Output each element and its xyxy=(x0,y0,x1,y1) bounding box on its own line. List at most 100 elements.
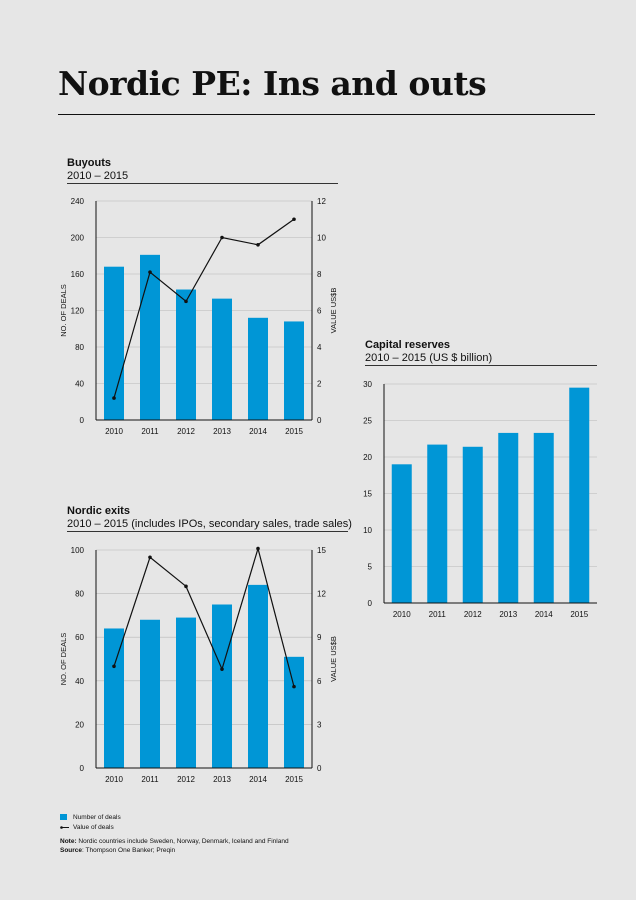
buyouts-value-line xyxy=(113,218,295,399)
legend-bar-swatch xyxy=(60,814,67,820)
reserves-bar xyxy=(498,432,519,603)
legend-value-label: Value of deals xyxy=(73,823,114,831)
exits-xtick-label: 2010 xyxy=(105,775,123,784)
buyouts-y2tick-label: 10 xyxy=(317,234,326,243)
reserves-ytick-label: 30 xyxy=(363,380,372,389)
exits-bar xyxy=(284,656,304,768)
buyouts-y2tick-label: 6 xyxy=(317,307,322,316)
reserves-xtick-label: 2015 xyxy=(570,610,588,619)
exits-value-point xyxy=(292,684,296,689)
title-divider xyxy=(58,114,595,115)
buyouts-xtick-label: 2010 xyxy=(105,427,123,436)
buyouts-ytick-label: 160 xyxy=(71,270,85,279)
buyouts-ytick-label: 200 xyxy=(71,234,85,243)
exits-bar xyxy=(140,619,160,768)
exits-y2tick-label: 15 xyxy=(317,546,326,555)
exits-ytick-label: 80 xyxy=(75,590,84,599)
exits-ytick-label: 0 xyxy=(80,764,85,773)
exits-value-point xyxy=(148,555,152,560)
exits-y2tick-label: 6 xyxy=(317,677,322,686)
buyouts-xtick-label: 2015 xyxy=(285,427,303,436)
buyouts-y2tick-label: 4 xyxy=(317,343,322,352)
buyouts-ytick-label: 40 xyxy=(75,380,84,389)
buyouts-xtick-label: 2012 xyxy=(177,427,195,436)
exits-bar xyxy=(212,604,232,768)
source-text: : Thompson One Banker; Preqin xyxy=(82,847,176,854)
reserves-xtick-label: 2011 xyxy=(429,610,447,619)
buyouts-ytick-label: 0 xyxy=(80,416,85,425)
buyouts-value-point xyxy=(184,299,188,304)
reserves-ytick-label: 25 xyxy=(363,417,372,426)
exits-ylabel: NO. OF DEALS xyxy=(59,633,68,686)
buyouts-y2tick-label: 8 xyxy=(317,270,322,279)
reserves-bar xyxy=(462,446,483,603)
reserves-ytick-label: 20 xyxy=(363,453,372,462)
reserves-divider xyxy=(365,365,597,366)
exits-xtick-label: 2014 xyxy=(249,775,267,784)
reserves-bar xyxy=(391,464,412,603)
exits-xtick-label: 2011 xyxy=(141,775,159,784)
exits-value-line xyxy=(113,546,295,687)
exits-y2tick-label: 0 xyxy=(317,764,322,773)
buyouts-ylabel: NO. OF DEALS xyxy=(59,284,68,337)
buyouts-y2label: VALUE US$B xyxy=(329,288,338,334)
exits-xtick-label: 2012 xyxy=(177,775,195,784)
exits-xtick-label: 2015 xyxy=(285,775,303,784)
buyouts-bar xyxy=(248,317,268,420)
buyouts-divider xyxy=(67,183,338,184)
buyouts-title: Buyouts xyxy=(67,157,111,169)
exits-value-point xyxy=(220,667,224,671)
exits-y2tick-label: 12 xyxy=(317,590,326,599)
reserves-ytick-label: 15 xyxy=(363,490,372,499)
reserves-xtick-label: 2014 xyxy=(535,610,553,619)
exits-ytick-label: 40 xyxy=(75,677,84,686)
buyouts-ytick-label: 80 xyxy=(75,343,84,352)
reserves-bar xyxy=(569,387,590,603)
buyouts-value-point xyxy=(292,217,296,222)
buyouts-value-point xyxy=(220,235,224,240)
exits-subtitle: 2010 – 2015 (includes IPOs, secondary sa… xyxy=(67,518,352,530)
reserves-bar xyxy=(427,444,448,603)
note-label: Note: xyxy=(60,838,77,845)
exits-y2tick-label: 3 xyxy=(317,720,322,729)
buyouts-bar xyxy=(176,289,196,420)
buyouts-xtick-label: 2013 xyxy=(213,427,231,436)
buyouts-ytick-label: 240 xyxy=(71,197,85,206)
exits-ytick-label: 20 xyxy=(75,720,84,729)
exits-value-point xyxy=(112,664,116,669)
reserves-xtick-label: 2010 xyxy=(393,610,411,619)
exits-xtick-label: 2013 xyxy=(213,775,231,784)
buyouts-y2tick-label: 0 xyxy=(317,416,322,425)
legend-item-deals: Number of deals xyxy=(60,812,121,822)
exits-bar xyxy=(104,628,124,768)
buyouts-xtick-label: 2011 xyxy=(141,427,159,436)
buyouts-bar xyxy=(284,321,304,420)
exits-ytick-label: 100 xyxy=(71,546,85,555)
exits-y2tick-label: 9 xyxy=(317,633,322,642)
legend-line-swatch xyxy=(60,824,69,831)
reserves-ytick-label: 10 xyxy=(363,526,372,535)
reserves-title: Capital reserves xyxy=(365,339,450,351)
exits-value-point xyxy=(184,584,188,589)
buyouts-xtick-label: 2014 xyxy=(249,427,267,436)
buyouts-bar xyxy=(140,254,160,420)
exits-value-point xyxy=(256,546,260,551)
notes: Note: Nordic countries include Sweden, N… xyxy=(60,837,289,855)
buyouts-ytick-label: 120 xyxy=(71,307,85,316)
reserves-subtitle: 2010 – 2015 (US $ billion) xyxy=(365,352,493,364)
exits-bar xyxy=(248,584,268,768)
exits-bar xyxy=(176,617,196,768)
buyouts-bar xyxy=(212,298,232,420)
note-text: Nordic countries include Sweden, Norway,… xyxy=(76,838,289,845)
buyouts-value-point xyxy=(112,396,116,400)
exits-title: Nordic exits xyxy=(67,505,130,517)
reserves-bar xyxy=(533,432,554,603)
buyouts-value-point xyxy=(148,270,152,274)
exits-divider xyxy=(67,531,348,532)
page-title: Nordic PE: Ins and outs xyxy=(58,64,487,103)
note-line: Note: Nordic countries include Sweden, N… xyxy=(60,837,289,846)
reserves-ytick-label: 0 xyxy=(368,599,373,608)
source-label: Source xyxy=(60,847,83,854)
buyouts-subtitle: 2010 – 2015 xyxy=(67,170,129,182)
